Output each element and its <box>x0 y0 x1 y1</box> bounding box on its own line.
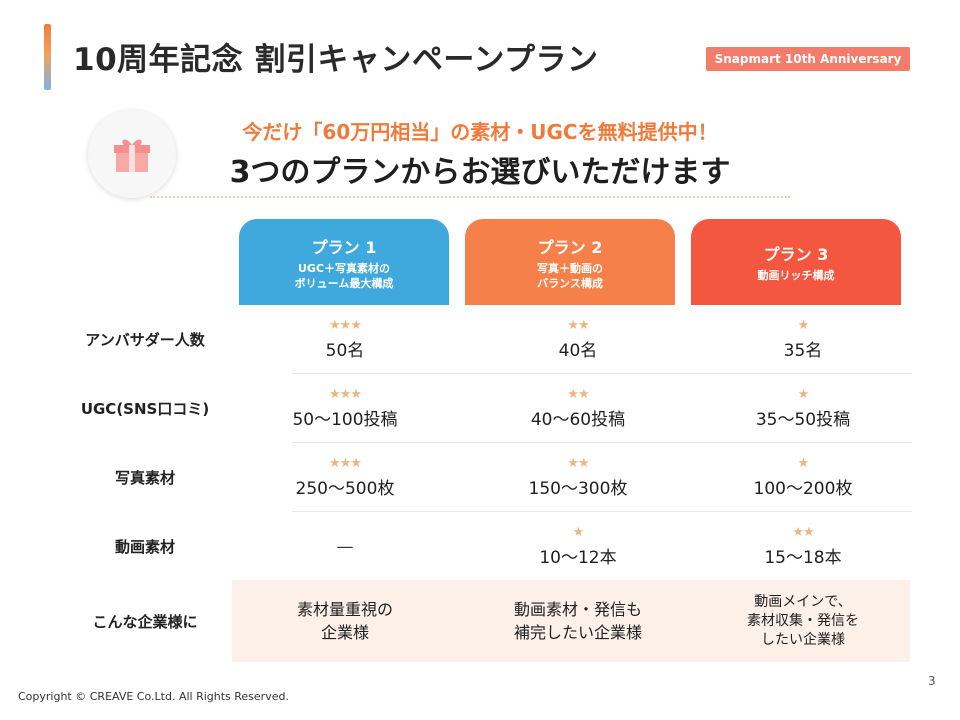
cell-value: 50〜100投稿 <box>292 410 398 430</box>
cell-value: 15〜18本 <box>764 548 842 568</box>
plan-2-header: プラン 2 写真＋動画の バランス構成 <box>465 219 675 305</box>
plan-3-name: プラン 3 <box>763 245 829 264</box>
row-label: 写真素材 <box>114 469 175 487</box>
page-title: 10周年記念 割引キャンペーンプラン <box>73 42 599 78</box>
rating-stars: ★ <box>797 456 810 471</box>
cell-value: — <box>336 536 354 557</box>
rating-stars: ★★ <box>567 387 589 402</box>
rating-stars: ★★ <box>567 318 589 333</box>
table-cell: ★★★ 250〜500枚 <box>232 443 458 512</box>
anniversary-badge: Snapmart 10th Anniversary <box>706 47 910 71</box>
table-cell: ★★★ 50名 <box>232 305 458 374</box>
row-label: アンバサダー人数 <box>85 331 205 349</box>
table-row-videos: 動画素材 — ★ 10〜12本 ★★ 15〜18本 <box>60 512 912 581</box>
rating-stars: ★ <box>797 387 810 402</box>
copyright-text: Copyright © CREAVE Co.Ltd. All Rights Re… <box>18 690 289 703</box>
title-accent-bar <box>44 24 51 90</box>
plan-3-header: プラン 3 動画リッチ構成 <box>691 219 901 305</box>
table-cell: ★★★ 50〜100投稿 <box>232 374 458 443</box>
cell-value: 250〜500枚 <box>295 479 395 499</box>
plan-3-desc-line1: 動画リッチ構成 <box>757 269 835 282</box>
cell-value: 150〜300枚 <box>528 479 628 499</box>
table-cell: ★ 10〜12本 <box>465 512 691 581</box>
row-divider <box>292 511 912 512</box>
rating-stars: ★★★ <box>329 318 362 333</box>
rating-stars: ★★ <box>792 525 814 540</box>
cell-value: 40名 <box>558 341 598 361</box>
plan-2-desc-line2: バランス構成 <box>537 276 603 290</box>
plan-2-desc-line1: 写真＋動画の <box>537 261 603 275</box>
table-cell: ★ 35〜50投稿 <box>690 374 916 443</box>
plan-1-name: プラン 1 <box>311 237 377 257</box>
row-label: こんな企業様に <box>92 612 198 631</box>
rating-stars: ★★★ <box>329 456 362 471</box>
row-label: 動画素材 <box>114 538 175 556</box>
table-cell: 素材量重視の 企業様 <box>232 580 458 662</box>
table-cell: — <box>232 512 458 581</box>
row-divider <box>292 373 912 374</box>
headline-divider <box>150 196 790 198</box>
gift-icon <box>114 139 150 172</box>
page-number: 3 <box>928 674 936 688</box>
table-row-ugc: UGC(SNS口コミ) ★★★ 50〜100投稿 ★★ 40〜60投稿 ★ 35… <box>60 374 912 443</box>
cell-value: 50名 <box>325 341 365 361</box>
rating-stars: ★★ <box>567 456 589 471</box>
table-cell: ★ 100〜200枚 <box>690 443 916 512</box>
table-row-target: こんな企業様に 素材量重視の 企業様 動画素材・発信も 補完したい企業様 動画メ… <box>60 580 912 662</box>
cell-value: 35名 <box>783 341 823 361</box>
table-cell: ★★ 150〜300枚 <box>465 443 691 512</box>
table-row-ambassadors: アンバサダー人数 ★★★ 50名 ★★ 40名 ★ 35名 <box>60 305 912 374</box>
cell-value: 35〜50投稿 <box>755 410 851 430</box>
campaign-subheadline: 3つのプランからお選びいただけます <box>229 155 731 190</box>
table-row-photos: 写真素材 ★★★ 250〜500枚 ★★ 150〜300枚 ★ 100〜200枚 <box>60 443 912 512</box>
rating-stars: ★ <box>572 525 585 540</box>
plan-2-name: プラン 2 <box>537 237 603 257</box>
plan-1-header: プラン 1 UGC＋写真素材の ボリューム最大構成 <box>239 219 449 305</box>
target-row-background <box>232 580 910 662</box>
plan-1-desc-line2: ボリューム最大構成 <box>294 276 394 290</box>
row-label: UGC(SNS口コミ) <box>80 400 210 418</box>
table-cell: ★★ 15〜18本 <box>690 512 916 581</box>
rating-stars: ★ <box>797 318 810 333</box>
cell-value: 100〜200枚 <box>753 479 853 499</box>
plan-1-desc-line1: UGC＋写真素材の <box>297 261 391 275</box>
table-cell: 動画素材・発信も 補完したい企業様 <box>465 580 691 662</box>
row-divider <box>292 442 912 443</box>
campaign-headline: 今だけ「60万円相当」の素材・UGCを無料提供中！ <box>242 120 718 144</box>
target-description: 動画メインで、 素材収集・発信を したい企業様 <box>747 593 859 648</box>
target-description: 素材量重視の 企業様 <box>296 600 393 642</box>
table-cell: ★★ 40名 <box>465 305 691 374</box>
rating-stars: ★★★ <box>329 387 362 402</box>
table-cell: 動画メインで、 素材収集・発信を したい企業様 <box>690 580 916 662</box>
table-cell: ★ 35名 <box>690 305 916 374</box>
target-description: 動画素材・発信も 補完したい企業様 <box>513 600 642 642</box>
cell-value: 40〜60投稿 <box>530 410 626 430</box>
table-cell: ★★ 40〜60投稿 <box>465 374 691 443</box>
cell-value: 10〜12本 <box>539 548 617 568</box>
gift-icon-circle <box>88 110 176 198</box>
